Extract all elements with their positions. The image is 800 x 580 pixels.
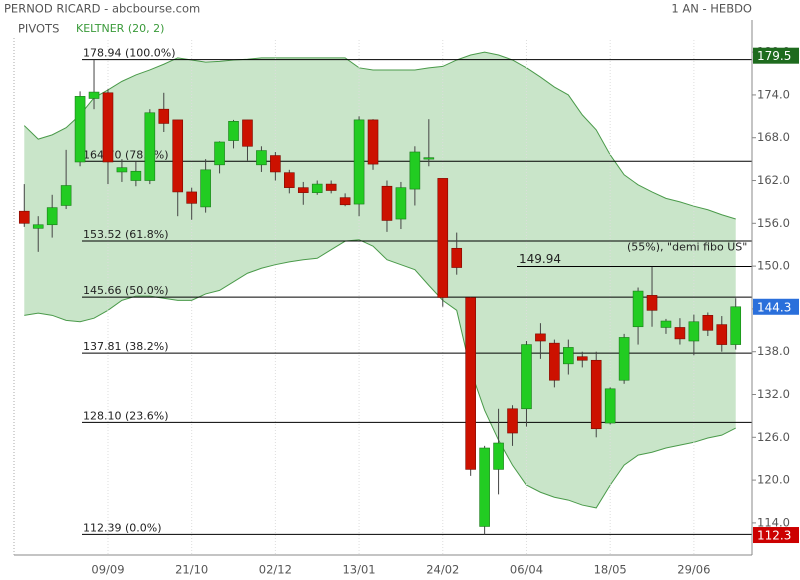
candle-body: [702, 315, 714, 331]
extension-label: 149.94: [519, 252, 561, 266]
y-tick-label: 168.0: [757, 130, 790, 144]
candle-body: [576, 356, 588, 361]
candle-body: [242, 119, 253, 147]
candle-body: [270, 155, 281, 173]
candle-body: [60, 185, 72, 206]
candle-body: [618, 337, 630, 381]
price-marker-label: 144.3: [757, 300, 791, 314]
y-tick-label: 132.0: [757, 387, 790, 401]
candle-body: [367, 119, 379, 165]
candle-body: [325, 183, 337, 191]
x-tick-label: 09/09: [91, 563, 124, 577]
candle-body: [18, 210, 30, 224]
candle-body: [674, 327, 686, 340]
candle-body: [521, 344, 532, 410]
candle-body: [395, 187, 407, 220]
candle-body: [716, 324, 728, 345]
chart-title: PERNOD RICARD - abcbourse.com: [4, 2, 200, 16]
y-tick-label: 174.0: [757, 87, 790, 101]
legend-pivots: PIVOTS: [18, 22, 59, 36]
candle-body: [32, 224, 44, 229]
candle-body: [535, 333, 546, 342]
candle-body: [646, 295, 658, 311]
x-tick-label: 21/10: [175, 563, 208, 577]
legend-keltner: KELTNER (20, 2): [76, 22, 164, 35]
candle-body: [228, 121, 239, 141]
candle-body: [451, 247, 463, 268]
keltner-lower: [24, 239, 736, 509]
y-tick-label: 162.0: [757, 173, 790, 187]
candle-body: [660, 320, 672, 328]
y-tick-label: 138.0: [757, 344, 790, 358]
candle-body: [186, 191, 197, 204]
x-tick-label: 13/01: [342, 563, 375, 577]
candle-body: [381, 185, 393, 221]
candle-body: [88, 91, 100, 99]
candle-body: [437, 178, 449, 298]
candle-body: [214, 141, 225, 166]
y-tick-label: 114.0: [757, 515, 790, 529]
y-tick-label: 120.0: [757, 473, 790, 487]
candle-body: [256, 150, 267, 166]
fib-label: 145.66 (50.0%): [83, 284, 169, 297]
candle-body: [200, 169, 211, 208]
candle-body: [688, 321, 700, 342]
price-marker: [753, 47, 799, 64]
candle-body: [284, 172, 295, 188]
candle-body: [507, 408, 518, 434]
fib-label: 153.52 (61.8%): [83, 228, 169, 241]
price-marker-label: 112.3: [757, 529, 791, 543]
candle-body: [423, 157, 435, 160]
keltner-upper: [23, 51, 736, 220]
price-marker-label: 179.5: [757, 49, 791, 63]
candle-body: [102, 92, 114, 163]
y-tick-label: 156.0: [757, 216, 790, 230]
candle-body: [311, 183, 323, 193]
candle-body: [339, 197, 351, 206]
x-tick-label: 06/04: [510, 563, 543, 577]
candle-body: [130, 170, 142, 181]
price-marker: [753, 527, 799, 544]
candle-body: [172, 119, 184, 193]
candle-body: [116, 167, 128, 173]
candle-body: [158, 108, 170, 124]
fib-label: 137.81 (38.2%): [83, 340, 169, 353]
extension-note: (55%), "demi fibo US": [627, 241, 747, 254]
candle-body: [549, 342, 560, 381]
y-tick-label: 126.0: [757, 430, 790, 444]
period-label: 1 AN - HEBDO: [671, 2, 752, 16]
candle-body: [604, 388, 616, 424]
candle-body: [590, 359, 602, 430]
candle-body: [730, 306, 742, 345]
candle-body: [297, 187, 309, 193]
candle-body: [479, 447, 490, 527]
candle-body: [144, 112, 156, 181]
fib-label: 128.10 (23.6%): [83, 409, 169, 422]
x-tick-label: 24/02: [426, 563, 459, 577]
fib-label: 178.94 (100.0%): [83, 47, 176, 60]
fib-label: 112.39 (0.0%): [83, 521, 162, 534]
keltner-fill: [24, 52, 736, 508]
candle-body: [563, 347, 574, 365]
candle-body: [632, 290, 644, 328]
price-marker: [753, 298, 799, 315]
candle-body: [353, 119, 365, 205]
y-tick-label: 150.0: [757, 259, 790, 273]
candle-body: [465, 297, 476, 470]
fib-label: 164.70 (78.6%): [83, 148, 169, 161]
x-tick-label: 18/05: [594, 563, 627, 577]
candle-body: [409, 151, 421, 190]
candle-body: [74, 96, 86, 163]
x-tick-label: 29/06: [677, 563, 710, 577]
candle-body: [46, 207, 58, 226]
candle-body: [493, 442, 504, 470]
x-tick-label: 02/12: [259, 563, 292, 577]
